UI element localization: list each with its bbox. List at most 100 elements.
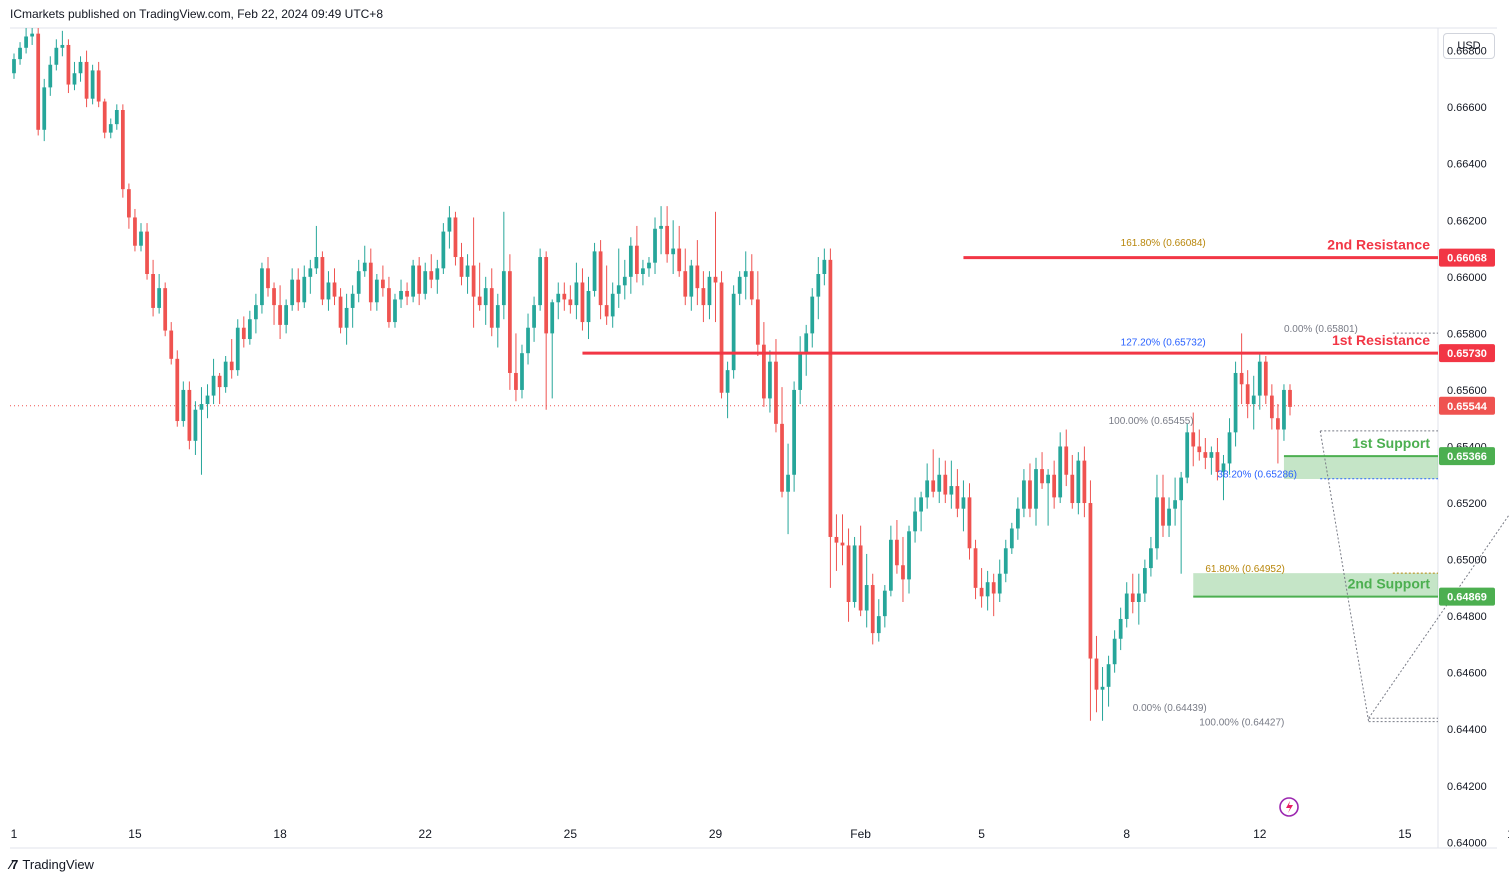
fib-label: 38.20% (0.65286) xyxy=(1217,470,1297,481)
candle xyxy=(211,358,216,405)
candle-body xyxy=(1245,384,1250,405)
candle xyxy=(1263,356,1268,405)
candle-body xyxy=(374,279,379,303)
candle xyxy=(701,271,706,323)
candle xyxy=(296,268,301,311)
candle xyxy=(973,539,978,600)
candle xyxy=(163,282,168,337)
candle xyxy=(145,223,149,280)
candle xyxy=(368,248,373,311)
candle-body xyxy=(1227,432,1232,464)
candle xyxy=(816,257,821,320)
candle xyxy=(42,78,47,142)
candle xyxy=(931,449,936,498)
tradingview-brand[interactable]: ⁄7 TradingView xyxy=(10,857,94,872)
candle xyxy=(1245,370,1250,419)
candle-body xyxy=(272,288,276,306)
candle-body xyxy=(592,251,597,291)
candle xyxy=(139,223,143,252)
x-tick-label: 19 xyxy=(1507,827,1509,841)
price-tag-box xyxy=(1439,587,1495,606)
candle-body xyxy=(399,290,403,300)
candle xyxy=(598,240,603,320)
candle xyxy=(30,28,35,45)
candle-body xyxy=(828,259,833,537)
candle-body xyxy=(852,545,857,602)
candle-body xyxy=(417,265,422,294)
y-tick-label: 0.66600 xyxy=(1447,102,1487,114)
candle xyxy=(538,248,542,311)
candle-body xyxy=(858,545,863,611)
candle xyxy=(731,285,736,379)
candle xyxy=(247,310,252,345)
candle xyxy=(302,265,307,308)
candle-body xyxy=(901,565,905,580)
candle xyxy=(568,285,573,314)
candle xyxy=(907,525,911,594)
candle xyxy=(1100,667,1105,721)
candle xyxy=(532,296,536,342)
candle-body xyxy=(465,265,470,277)
candle xyxy=(610,282,615,328)
candle xyxy=(792,381,796,492)
candle-body xyxy=(949,486,954,495)
candle-body xyxy=(628,245,633,277)
candle xyxy=(1009,522,1014,554)
candle xyxy=(895,520,899,574)
candle xyxy=(120,104,125,198)
candle xyxy=(1034,457,1038,526)
candle xyxy=(653,217,657,274)
candle xyxy=(864,553,869,628)
candle-body xyxy=(489,288,494,328)
candle xyxy=(1015,497,1020,540)
candle-body xyxy=(260,268,264,306)
candle-body xyxy=(477,296,482,306)
y-tick-label: 0.65800 xyxy=(1447,328,1487,340)
y-tick-label: 0.66200 xyxy=(1447,215,1487,227)
candle-body xyxy=(707,276,712,306)
candle xyxy=(102,98,107,139)
candle-body xyxy=(344,307,349,328)
y-tick-label: 0.64600 xyxy=(1447,668,1487,680)
candle-body xyxy=(441,231,446,269)
candle xyxy=(695,240,700,306)
candle xyxy=(991,573,996,617)
candle-body xyxy=(943,474,948,495)
candle xyxy=(1149,536,1153,577)
candle-body xyxy=(792,389,796,475)
candle xyxy=(1088,480,1093,721)
candle xyxy=(78,56,83,82)
candle-body xyxy=(217,375,222,388)
candle xyxy=(888,525,893,597)
candle-body xyxy=(768,361,772,399)
price-tag-box xyxy=(1439,447,1495,466)
candle-body xyxy=(459,257,464,277)
candle-body xyxy=(725,370,730,393)
candle-body xyxy=(12,59,16,74)
candle xyxy=(96,61,101,108)
candle-body xyxy=(737,276,742,294)
candle xyxy=(1185,423,1190,484)
candle xyxy=(949,460,954,509)
candle-body xyxy=(610,293,615,317)
currency-selector[interactable]: USD xyxy=(1443,33,1495,59)
candle xyxy=(737,271,742,306)
candle xyxy=(411,259,416,303)
candle xyxy=(592,242,597,297)
candle-body xyxy=(550,302,555,334)
candle xyxy=(362,245,367,277)
candle xyxy=(798,336,803,405)
candle xyxy=(1142,559,1147,602)
candle-body xyxy=(133,217,137,246)
candle-body xyxy=(786,474,790,492)
candle xyxy=(1076,452,1081,515)
candle xyxy=(622,259,627,300)
candle-body xyxy=(1070,474,1075,504)
candle xyxy=(459,242,464,286)
candle-body xyxy=(78,61,83,74)
candle-body xyxy=(1269,395,1274,419)
candle-body xyxy=(332,282,337,297)
candle-body xyxy=(1191,432,1196,447)
